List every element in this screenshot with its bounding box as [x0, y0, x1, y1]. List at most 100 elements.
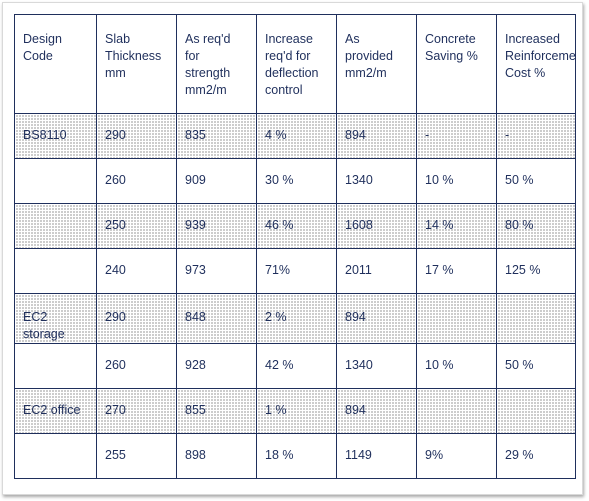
- table-cell: 80 %: [496, 203, 576, 249]
- table-cell: 4 %: [256, 113, 337, 159]
- table-cell: 1 %: [256, 388, 337, 434]
- cell-text: 17 %: [425, 263, 454, 277]
- cell-text: 270: [105, 403, 126, 417]
- table-row: EC2 storage 290 848 2 % 894: [14, 293, 576, 344]
- table-cell: EC2 storage: [14, 293, 97, 344]
- table-cell: 46 %: [256, 203, 337, 249]
- comparison-table: Design Code Slab Thickness mm As req'd f…: [14, 14, 576, 479]
- cell-text: 125 %: [505, 263, 541, 277]
- cell-text: 1608: [345, 218, 373, 232]
- cell-text: [16, 160, 96, 173]
- header-cell: Increased Reinforcement Cost %: [496, 14, 576, 114]
- table-cell: 14 %: [416, 203, 497, 249]
- cell-text: 10 %: [425, 358, 454, 372]
- table-cell: [14, 203, 97, 249]
- table-cell: 909: [176, 158, 257, 204]
- cell-text: 894: [345, 310, 366, 324]
- cell-text: 894: [345, 128, 366, 142]
- cell-text: 973: [185, 263, 206, 277]
- table-cell: 973: [176, 248, 257, 294]
- table-cell: 270: [96, 388, 177, 434]
- cell-text: -: [425, 128, 430, 142]
- table-cell: [14, 433, 97, 479]
- table-cell: 240: [96, 248, 177, 294]
- cell-text: 4 %: [265, 128, 287, 142]
- table-cell: 1340: [336, 343, 417, 389]
- cell-text: BS8110: [23, 128, 67, 142]
- cell-text: EC2 storage: [23, 310, 65, 341]
- cell-text: 42 %: [265, 358, 294, 372]
- cell-text: [418, 295, 496, 310]
- header-increase-reqd: Increase req'd for deflection control: [265, 32, 319, 97]
- table-cell: 1340: [336, 158, 417, 204]
- cell-text: 46 %: [265, 218, 294, 232]
- table-cell: [416, 388, 497, 434]
- cell-text: [16, 345, 96, 358]
- table-cell: 255: [96, 433, 177, 479]
- header-reinforcement-cost: Increased Reinforcement Cost %: [505, 32, 576, 80]
- cell-text: [418, 390, 496, 403]
- cell-text: 9%: [425, 448, 444, 462]
- table-cell: 260: [96, 343, 177, 389]
- cell-text: [498, 390, 575, 403]
- header-as-reqd: As req'd for strength mm2/m: [185, 32, 231, 97]
- table-cell: 10 %: [416, 343, 497, 389]
- cell-text: 909: [185, 173, 206, 187]
- cell-text: -: [505, 128, 510, 142]
- cell-text: 30 %: [265, 173, 294, 187]
- header-cell: As req'd for strength mm2/m: [176, 14, 257, 114]
- cell-text: 71%: [265, 263, 291, 277]
- header-slab-thickness: Slab Thickness mm: [105, 32, 162, 80]
- header-cell: Increase req'd for deflection control: [256, 14, 337, 114]
- table-cell: [416, 293, 497, 344]
- cell-text: 894: [345, 403, 366, 417]
- table-cell: 290: [96, 293, 177, 344]
- cell-text: 240: [105, 263, 126, 277]
- table-cell: 939: [176, 203, 257, 249]
- table-row: 240 973 71% 2011 17 % 125 %: [14, 248, 576, 294]
- table-cell: 29 %: [496, 433, 576, 479]
- cell-text: [16, 250, 96, 263]
- table-row: 250 939 46 % 1608 14 % 80 %: [14, 203, 576, 249]
- table-cell: EC2 office: [14, 388, 97, 434]
- table-cell: 894: [336, 388, 417, 434]
- table-cell: [496, 388, 576, 434]
- table-cell: 898: [176, 433, 257, 479]
- cell-text: 260: [105, 173, 126, 187]
- header-cell: Slab Thickness mm: [96, 14, 177, 114]
- table-cell: 835: [176, 113, 257, 159]
- header-design-code: Design Code: [23, 32, 62, 63]
- table-cell: 17 %: [416, 248, 497, 294]
- cell-text: [16, 435, 96, 448]
- table-cell: 848: [176, 293, 257, 344]
- table-cell: 855: [176, 388, 257, 434]
- cell-text: 855: [185, 403, 206, 417]
- cell-text: 290: [105, 310, 126, 324]
- cell-text: 848: [185, 310, 206, 324]
- header-cell: Design Code: [14, 14, 97, 114]
- table-cell: 1608: [336, 203, 417, 249]
- cell-text: 80 %: [505, 218, 534, 232]
- cell-text: 835: [185, 128, 206, 142]
- table-cell: 9%: [416, 433, 497, 479]
- table-row: 260 928 42 % 1340 10 % 50 %: [14, 343, 576, 389]
- cell-text: EC2 office: [23, 403, 81, 417]
- header-cell: Concrete Saving %: [416, 14, 497, 114]
- table-cell: 894: [336, 293, 417, 344]
- cell-text: 250: [105, 218, 126, 232]
- table-row: EC2 office 270 855 1 % 894: [14, 388, 576, 434]
- table-frame: Design Code Slab Thickness mm As req'd f…: [2, 2, 583, 495]
- cell-text: 50 %: [505, 358, 534, 372]
- header-as-provided: As provided mm2/m: [345, 32, 393, 80]
- table-cell: -: [416, 113, 497, 159]
- table-cell: 2 %: [256, 293, 337, 344]
- cell-text: 18 %: [265, 448, 294, 462]
- cell-text: 2 %: [265, 310, 287, 324]
- cell-text: 1340: [345, 173, 373, 187]
- table-cell: [14, 343, 97, 389]
- cell-text: [498, 295, 575, 310]
- table-cell: 50 %: [496, 343, 576, 389]
- table-row: 255 898 18 % 1149 9% 29 %: [14, 433, 576, 479]
- table-cell: BS8110: [14, 113, 97, 159]
- cell-text: 255: [105, 448, 126, 462]
